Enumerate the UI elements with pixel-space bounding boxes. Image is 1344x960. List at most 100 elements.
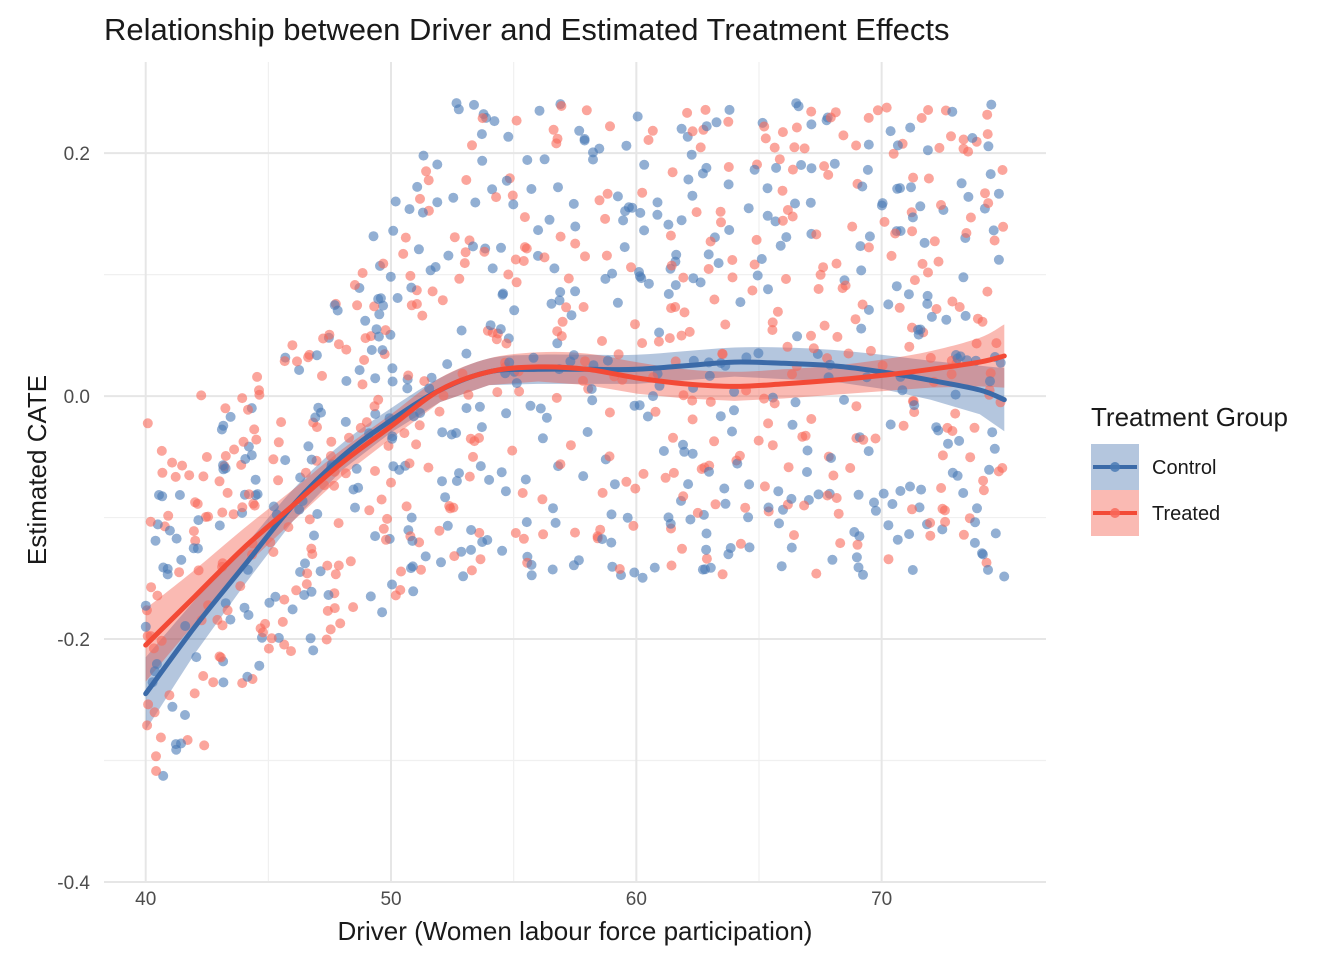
scatter-point-treated bbox=[300, 467, 311, 478]
scatter-point-treated bbox=[705, 396, 716, 407]
scatter-point-treated bbox=[273, 475, 284, 486]
scatter-point-control bbox=[500, 486, 511, 497]
scatter-point-control bbox=[743, 512, 754, 523]
scatter-point-control bbox=[554, 295, 565, 306]
scatter-point-treated bbox=[405, 270, 416, 281]
scatter-point-control bbox=[763, 502, 774, 513]
x-axis-ticks: 40 50 60 70 bbox=[135, 889, 892, 910]
scatter-point-treated bbox=[215, 652, 226, 663]
scatter-point-control bbox=[193, 515, 204, 526]
scatter-point-control bbox=[504, 357, 515, 368]
scatter-point-control bbox=[621, 140, 632, 151]
scatter-point-treated bbox=[155, 732, 166, 743]
scatter-point-control bbox=[864, 231, 875, 242]
scatter-point-control bbox=[511, 378, 522, 389]
scatter-point-treated bbox=[235, 581, 246, 592]
scatter-point-treated bbox=[303, 352, 314, 363]
scatter-point-treated bbox=[167, 457, 178, 468]
scatter-point-control bbox=[870, 505, 881, 516]
scatter-point-control bbox=[863, 446, 874, 457]
scatter-point-control bbox=[534, 105, 545, 116]
scatter-point-treated bbox=[548, 124, 559, 135]
scatter-point-treated bbox=[845, 463, 856, 473]
scatter-point-treated bbox=[555, 231, 566, 242]
scatter-point-control bbox=[609, 479, 620, 490]
scatter-point-treated bbox=[947, 426, 958, 436]
scatter-point-control bbox=[654, 327, 665, 338]
scatter-point-control bbox=[648, 391, 658, 402]
scatter-point-treated bbox=[626, 262, 636, 273]
scatter-point-control bbox=[933, 425, 944, 436]
scatter-point-control bbox=[729, 386, 740, 397]
scatter-point-treated bbox=[222, 605, 233, 616]
scatter-point-control bbox=[371, 324, 382, 335]
scatter-point-treated bbox=[380, 325, 391, 336]
scatter-point-treated bbox=[421, 166, 432, 177]
scatter-point-control bbox=[905, 481, 915, 492]
scatter-point-treated bbox=[199, 740, 210, 751]
scatter-point-treated bbox=[760, 133, 771, 144]
scatter-point-treated bbox=[277, 616, 288, 627]
scatter-point-treated bbox=[382, 513, 393, 524]
scatter-point-control bbox=[388, 225, 399, 236]
scatter-point-treated bbox=[349, 280, 360, 290]
scatter-point-control bbox=[907, 565, 918, 575]
scatter-point-control bbox=[658, 446, 669, 456]
scatter-point-control bbox=[878, 488, 889, 499]
scatter-point-treated bbox=[252, 371, 263, 382]
scatter-point-treated bbox=[666, 560, 677, 571]
scatter-point-treated bbox=[302, 568, 313, 579]
scatter-point-control bbox=[724, 225, 735, 235]
scatter-point-treated bbox=[228, 509, 239, 520]
scatter-point-control bbox=[790, 198, 800, 209]
scatter-point-treated bbox=[890, 228, 901, 239]
scatter-point-control bbox=[578, 471, 589, 482]
scatter-point-treated bbox=[717, 349, 728, 360]
scatter-point-control bbox=[458, 571, 469, 582]
scatter-point-treated bbox=[835, 538, 846, 549]
scatter-point-control bbox=[487, 263, 498, 274]
scatter-point-control bbox=[294, 504, 305, 515]
smooth-lines bbox=[143, 353, 1007, 697]
scatter-point-control bbox=[164, 525, 175, 536]
scatter-point-treated bbox=[907, 504, 917, 515]
scatter-point-treated bbox=[217, 507, 228, 518]
scatter-points bbox=[140, 98, 1010, 781]
scatter-point-treated bbox=[684, 326, 695, 337]
scatter-point-treated bbox=[806, 330, 816, 341]
scatter-point-control bbox=[853, 489, 864, 500]
scatter-point-treated bbox=[604, 407, 615, 418]
scatter-point-control bbox=[430, 262, 441, 272]
scatter-point-control bbox=[387, 363, 398, 374]
scatter-point-treated bbox=[268, 454, 279, 465]
scatter-point-control bbox=[477, 155, 488, 166]
scatter-point-treated bbox=[667, 167, 678, 178]
scatter-point-control bbox=[695, 277, 706, 288]
scatter-point-treated bbox=[306, 543, 317, 554]
scatter-point-control bbox=[539, 154, 550, 165]
scatter-point-control bbox=[683, 479, 694, 490]
scatter-point-treated bbox=[503, 269, 514, 280]
y-tick-label: -0.4 bbox=[57, 873, 90, 894]
scatter-point-treated bbox=[287, 340, 298, 351]
scatter-point-treated bbox=[196, 390, 207, 401]
scatter-point-treated bbox=[664, 333, 675, 344]
scatter-point-control bbox=[520, 474, 531, 485]
scatter-point-control bbox=[225, 411, 236, 422]
scatter-point-treated bbox=[727, 255, 738, 265]
scatter-point-treated bbox=[936, 483, 947, 493]
scatter-point-treated bbox=[759, 121, 770, 132]
scatter-point-treated bbox=[965, 452, 976, 463]
scatter-point-control bbox=[987, 427, 998, 438]
scatter-point-control bbox=[579, 134, 590, 144]
scatter-point-treated bbox=[555, 459, 566, 470]
scatter-point-treated bbox=[723, 162, 734, 172]
scatter-point-control bbox=[606, 509, 617, 520]
scatter-point-control bbox=[635, 207, 646, 218]
scatter-point-treated bbox=[580, 251, 590, 262]
scatter-point-control bbox=[762, 210, 773, 221]
scatter-point-treated bbox=[538, 529, 549, 540]
scatter-point-control bbox=[533, 225, 544, 236]
scatter-point-treated bbox=[997, 463, 1008, 473]
y-axis-title: Estimated CATE bbox=[22, 375, 52, 565]
